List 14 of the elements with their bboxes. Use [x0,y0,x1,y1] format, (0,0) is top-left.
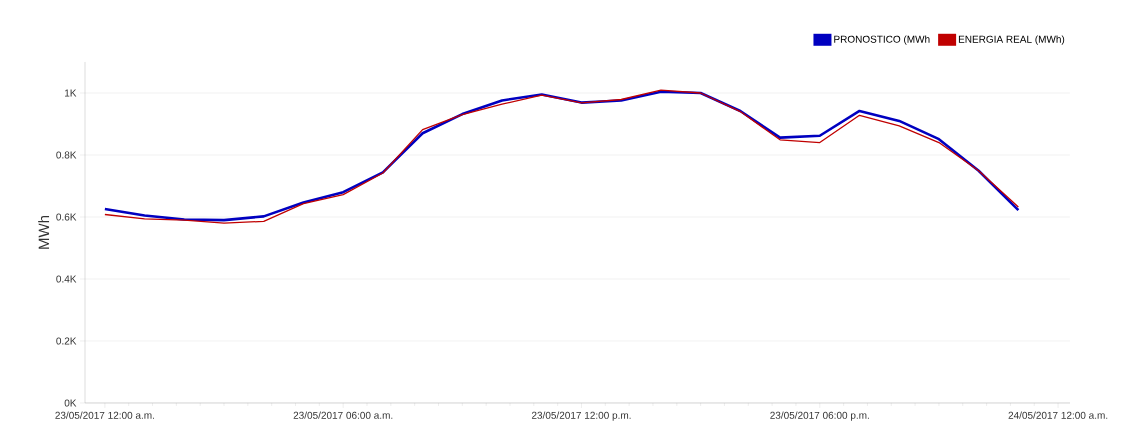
x-tick-label: 23/05/2017 12:00 a.m. [55,411,154,419]
y-tick-label: 0.2K [56,337,77,345]
legend-label: PRONOSTICO (MWh [834,35,930,45]
y-tick-label: 0K [64,399,77,407]
x-tick-label: 23/05/2017 06:00 a.m. [293,411,393,419]
y-tick-label: 0.6K [56,213,77,221]
y-tick-label: 0.4K [56,275,77,283]
x-tick-label: 23/05/2017 06:00 p.m. [770,411,869,421]
legend-label: ENERGIA REAL (MWh) [958,35,1065,45]
y-tick-label: 1K [65,89,77,97]
y-axis-title: MWh [38,215,50,249]
x-tick-label: 24/05/2017 12:00 a.m. [1008,411,1108,419]
y-tick-label: 0.8K [56,151,77,159]
x-tick-label: 23/05/2017 12:00 p.m. [531,411,631,421]
